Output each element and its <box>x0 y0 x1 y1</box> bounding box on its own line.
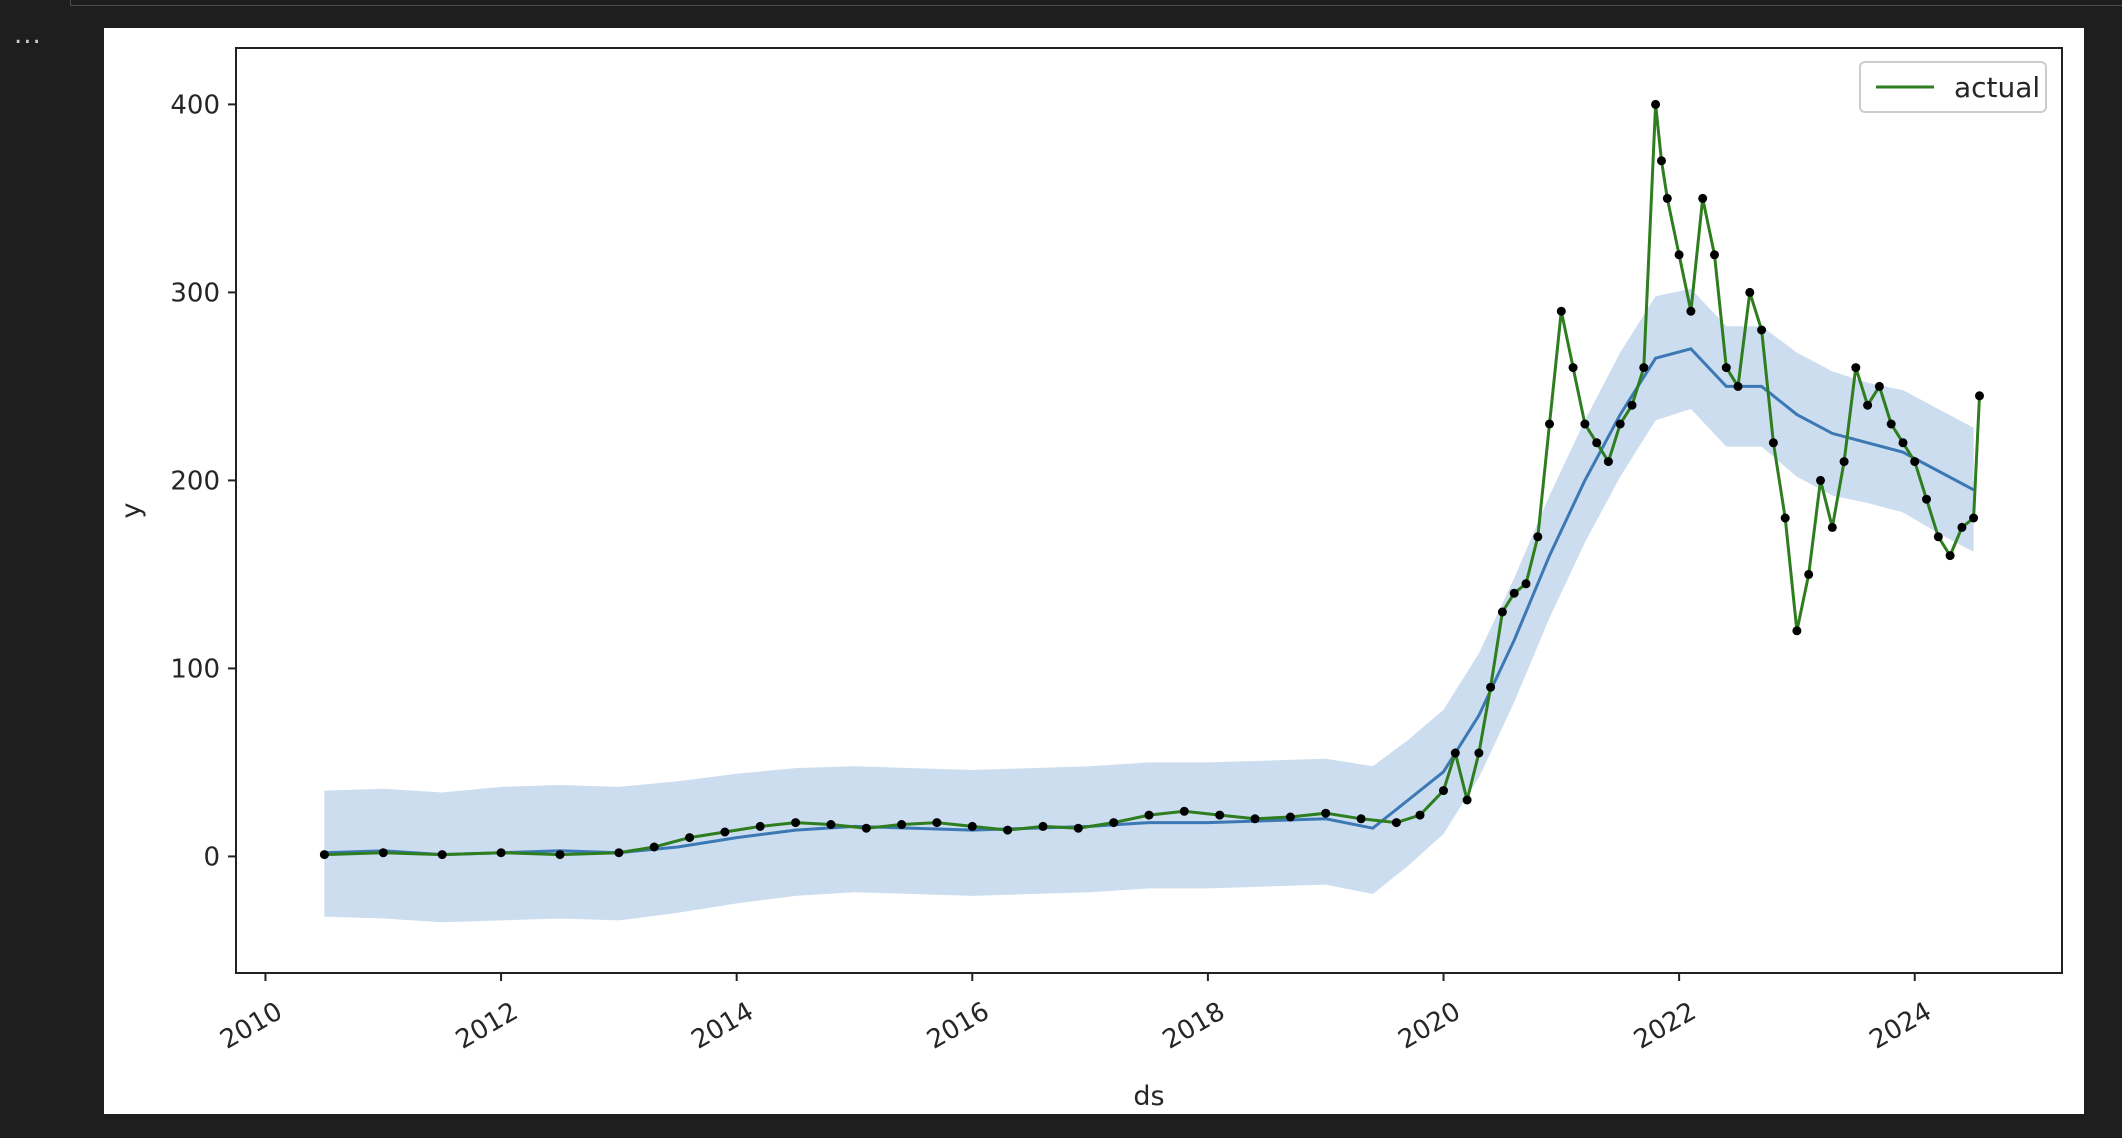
observed-point <box>1721 363 1731 373</box>
observed-point <box>319 850 329 860</box>
observed-point <box>1615 419 1625 429</box>
observed-point <box>1497 607 1507 617</box>
observed-point <box>1073 823 1083 833</box>
observed-point <box>1215 810 1225 820</box>
observed-point <box>1792 626 1802 636</box>
observed-point <box>378 848 388 858</box>
y-tick-label: 200 <box>170 466 220 496</box>
observed-point <box>1391 818 1401 828</box>
observed-point <box>649 842 659 852</box>
observed-point <box>1957 522 1967 532</box>
observed-point <box>1556 306 1566 316</box>
uncertainty-interval <box>324 288 1974 923</box>
observed-point <box>437 850 447 860</box>
observed-point <box>1839 457 1849 467</box>
observed-point <box>791 818 801 828</box>
observed-point <box>1285 812 1295 822</box>
y-tick-label: 100 <box>170 654 220 684</box>
observed-point <box>755 821 765 831</box>
observed-point <box>1827 522 1837 532</box>
observed-point <box>967 821 977 831</box>
observed-point <box>1745 287 1755 297</box>
observed-point <box>1439 786 1448 796</box>
observed-point <box>1816 475 1825 485</box>
observed-point <box>1874 381 1884 391</box>
observed-point <box>1975 391 1984 401</box>
observed-point <box>1474 748 1484 758</box>
observed-point <box>1639 363 1649 373</box>
observed-point <box>1321 808 1331 818</box>
observed-point <box>1568 363 1578 373</box>
observed-point <box>1969 513 1979 523</box>
legend: actual <box>1859 61 2047 113</box>
observed-point <box>1545 419 1554 429</box>
observed-point <box>1863 400 1873 410</box>
uncertainty-band <box>324 288 1974 923</box>
observed-point <box>720 827 730 837</box>
observed-point <box>1603 457 1613 467</box>
observed-point <box>555 850 565 860</box>
observed-point <box>932 818 942 828</box>
forecast-chart: 2010 2012 2014 2016 2018 2020 2022 2024 0100200… <box>104 28 2084 1114</box>
cell-output-panel: 2010 2012 2014 2016 2018 2020 2022 2024 0 100 200… <box>104 28 2084 1114</box>
observed-point <box>1757 325 1767 335</box>
observed-points <box>319 99 1984 860</box>
observed-point <box>1710 250 1719 260</box>
observed-point <box>1533 532 1543 542</box>
observed-point <box>1592 438 1602 448</box>
observed-point <box>897 820 907 829</box>
plot-area-background <box>104 28 2084 1114</box>
notebook-cell-border <box>70 0 2122 6</box>
observed-point <box>1886 419 1896 429</box>
observed-point <box>1662 193 1672 203</box>
x-axis-label: ds <box>1133 1081 1164 1112</box>
observed-point <box>1509 588 1519 598</box>
observed-point <box>1657 156 1666 166</box>
observed-point <box>1674 250 1684 260</box>
observed-point <box>1486 682 1496 692</box>
y-axis: 0 100 200 300 400 <box>170 90 236 872</box>
observed-point <box>1038 821 1048 831</box>
observed-point <box>685 833 695 843</box>
observed-point <box>1003 825 1013 835</box>
observed-point <box>1851 363 1861 373</box>
legend-label-actual: actual <box>1954 71 2040 104</box>
observed-point <box>1627 400 1637 410</box>
observed-point <box>1144 810 1154 820</box>
observed-point <box>614 848 624 858</box>
plot-frame <box>235 47 2063 974</box>
observed-point <box>1898 438 1908 448</box>
observed-point <box>1109 818 1119 828</box>
observed-point <box>1462 795 1472 805</box>
observed-point <box>1922 494 1931 504</box>
observed-point <box>1179 806 1189 816</box>
y-tick-label: 400 <box>170 90 220 120</box>
observed-point <box>1933 532 1943 542</box>
cell-collapse-ellipsis[interactable]: ... <box>14 20 42 50</box>
observed-point <box>1250 814 1260 824</box>
observed-point <box>496 848 506 858</box>
legend-box <box>1859 61 2047 113</box>
observed-point <box>1910 457 1920 467</box>
y-tick-label: 300 <box>170 278 220 308</box>
observed-point <box>1804 569 1814 579</box>
y-axis-label: y <box>116 502 147 518</box>
observed-point <box>1356 814 1366 824</box>
observed-point <box>1686 306 1696 316</box>
observed-point <box>1521 579 1531 589</box>
observed-point <box>1698 193 1708 203</box>
observed-point <box>1945 551 1955 561</box>
observed-point <box>826 820 836 829</box>
observed-point <box>1733 381 1743 391</box>
observed-point <box>1415 810 1425 820</box>
observed-point <box>1450 748 1460 758</box>
observed-point <box>861 823 871 833</box>
observed-point <box>1580 419 1590 429</box>
observed-point <box>1780 513 1790 523</box>
observed-point <box>1651 99 1661 109</box>
y-tick-label: 0 <box>203 842 220 872</box>
observed-point <box>1768 438 1778 448</box>
